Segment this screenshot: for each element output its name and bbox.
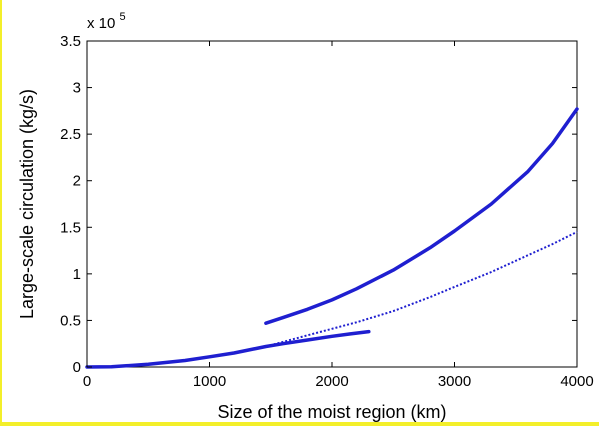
solid-series-line <box>85 329 371 369</box>
solid-series-line <box>264 107 579 325</box>
plot-box <box>86 40 578 368</box>
y-tick-label: 2.5 <box>60 126 81 143</box>
x-axis-title: Size of the moist region (km) <box>217 402 446 422</box>
y-tick-label: 2 <box>73 173 81 190</box>
ticks-layer: 0 1000 2000 3000 4000 0 0.5 1 1.5 2 2.5 3 3.5 <box>60 33 594 390</box>
plot-area <box>86 40 578 368</box>
y-tick-label: 3.5 <box>60 33 81 50</box>
y-axis-multiplier: x 10 5 <box>87 11 126 32</box>
y-tick-label: 0.5 <box>60 312 81 329</box>
y-axis-title: Large-scale circulation (kg/s) <box>17 89 37 319</box>
x-tick-label: 3000 <box>438 373 471 390</box>
y-tick-label: 1.5 <box>60 219 81 236</box>
y-tick-label: 3 <box>73 80 81 97</box>
y-axis-multiplier-base: x 10 <box>87 15 115 32</box>
y-tick-label: 0 <box>73 359 81 376</box>
y-axis-multiplier-exponent: 5 <box>120 11 126 23</box>
y-tick-label: 1 <box>73 266 81 283</box>
series-layer <box>85 107 579 369</box>
x-tick-label: 0 <box>83 373 91 390</box>
x-tick-label: 1000 <box>193 373 226 390</box>
x-tick-label: 4000 <box>560 373 593 390</box>
x-tick-label: 2000 <box>315 373 348 390</box>
